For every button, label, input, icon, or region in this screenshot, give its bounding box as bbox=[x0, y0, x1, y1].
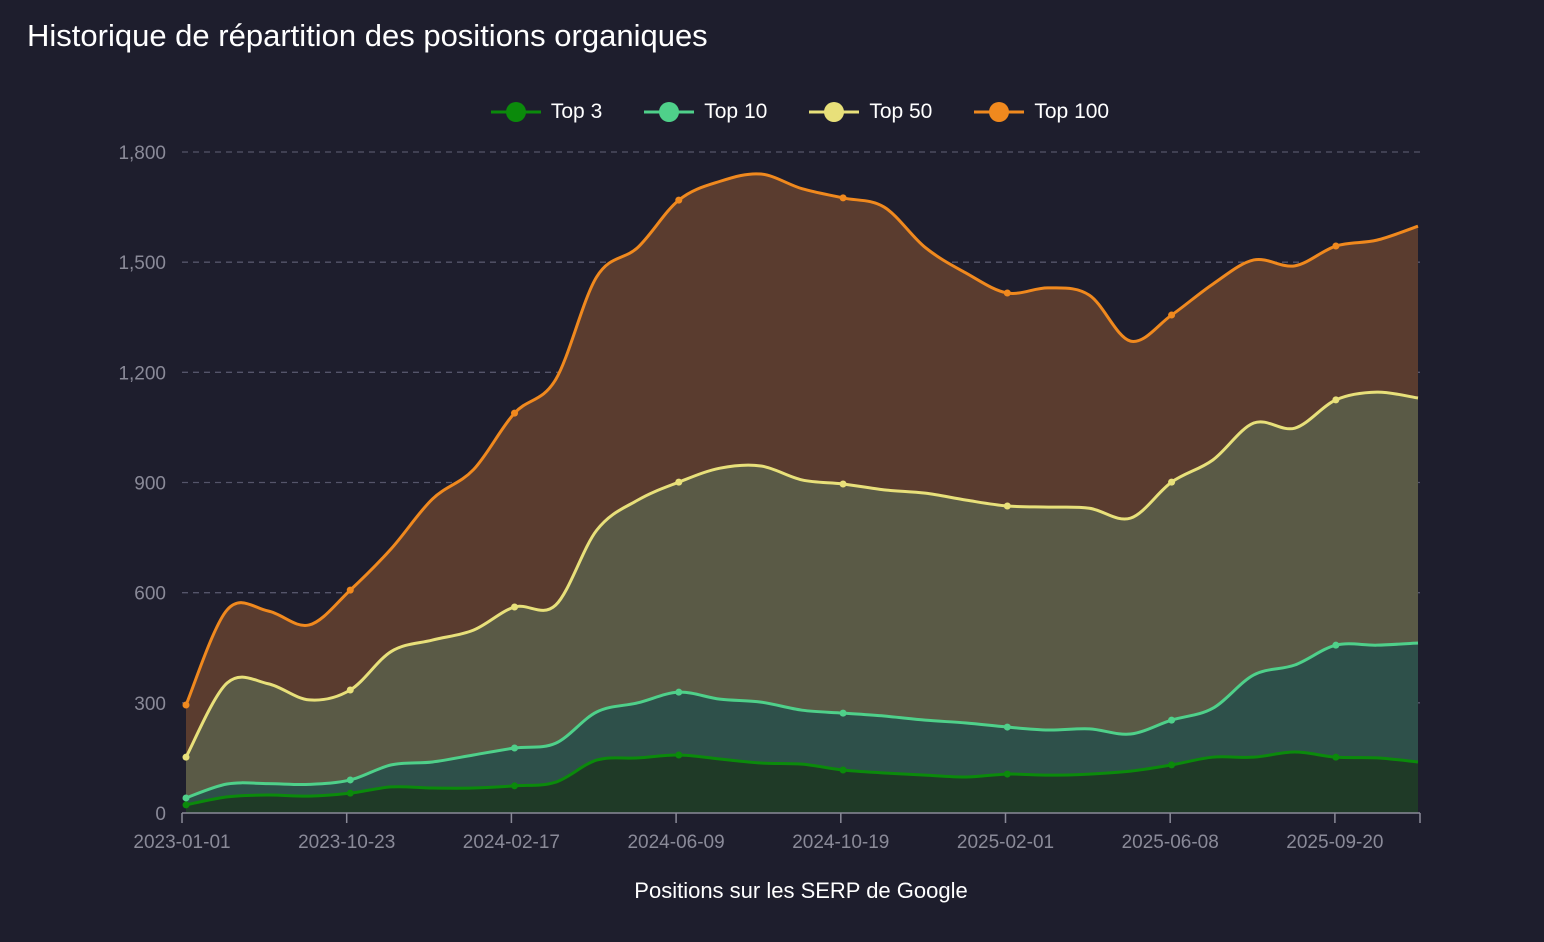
point-top-3 bbox=[675, 751, 683, 759]
legend-label: Top 50 bbox=[869, 100, 933, 123]
point-top-10 bbox=[1332, 641, 1340, 649]
point-top-100 bbox=[511, 409, 519, 417]
x-tick-label: 2024-10-19 bbox=[792, 832, 889, 853]
point-top-50 bbox=[1332, 396, 1340, 404]
point-top-100 bbox=[1332, 242, 1340, 250]
point-top-10 bbox=[346, 776, 354, 784]
legend-label: Top 100 bbox=[1034, 100, 1110, 123]
point-top-50 bbox=[346, 686, 354, 694]
point-top-50 bbox=[1003, 502, 1011, 510]
point-top-50 bbox=[675, 478, 683, 486]
y-tick-label: 1,500 bbox=[118, 253, 166, 274]
x-tick-label: 2023-10-23 bbox=[298, 832, 395, 853]
point-top-10 bbox=[1003, 723, 1011, 731]
y-tick-label: 1,200 bbox=[118, 363, 166, 384]
legend-item-top-100[interactable]: Top 100 bbox=[974, 100, 1109, 124]
legend: Top 3 Top 10 Top 50 Top 100 bbox=[0, 100, 1544, 124]
y-tick-label: 600 bbox=[134, 584, 166, 605]
x-tick-label: 2025-09-20 bbox=[1286, 832, 1383, 853]
legend-label: Top 10 bbox=[704, 100, 768, 123]
line-top-100 bbox=[184, 172, 1419, 706]
point-top-100 bbox=[1168, 311, 1176, 319]
point-top-100 bbox=[839, 194, 847, 202]
point-top-10 bbox=[511, 744, 519, 752]
point-top-3 bbox=[1332, 753, 1340, 761]
point-top-50 bbox=[1168, 478, 1176, 486]
point-top-3 bbox=[346, 789, 354, 797]
point-top-3 bbox=[182, 801, 190, 809]
point-top-100 bbox=[1003, 289, 1011, 297]
point-top-100 bbox=[182, 701, 190, 709]
area-top-3 bbox=[186, 752, 1418, 813]
line-top-10 bbox=[185, 641, 1419, 800]
point-top-100 bbox=[346, 586, 354, 594]
x-tick-label: 2025-02-01 bbox=[957, 832, 1054, 853]
legend-item-top-10[interactable]: Top 10 bbox=[644, 100, 767, 124]
point-top-10 bbox=[182, 794, 190, 802]
line-top-50 bbox=[184, 390, 1419, 758]
chart-title: Historique de répartition des positions … bbox=[27, 18, 708, 53]
legend-label: Top 3 bbox=[550, 100, 603, 123]
y-tick-label: 300 bbox=[134, 694, 166, 715]
x-tick-label: 2024-06-09 bbox=[627, 832, 724, 853]
point-top-10 bbox=[839, 709, 847, 717]
point-top-3 bbox=[1003, 770, 1011, 778]
area-top-50 bbox=[186, 392, 1418, 813]
area-top-10 bbox=[186, 642, 1418, 813]
line-top-3 bbox=[185, 750, 1419, 807]
point-top-100 bbox=[675, 196, 683, 204]
x-tick-label: 2024-02-17 bbox=[463, 832, 560, 853]
x-tick-label: 2023-01-01 bbox=[133, 832, 230, 853]
point-top-50 bbox=[511, 603, 519, 611]
legend-marker-icon bbox=[809, 102, 860, 122]
point-top-3 bbox=[511, 782, 519, 790]
x-tick-label: 2025-06-08 bbox=[1122, 832, 1219, 853]
x-axis-label: Positions sur les SERP de Google bbox=[634, 878, 968, 903]
point-top-3 bbox=[839, 766, 847, 774]
point-top-10 bbox=[675, 688, 683, 696]
y-tick-label: 900 bbox=[134, 474, 166, 495]
point-top-50 bbox=[182, 753, 190, 761]
legend-item-top-3[interactable]: Top 3 bbox=[490, 100, 603, 124]
legend-marker-icon bbox=[974, 102, 1025, 122]
legend-marker-icon bbox=[644, 102, 695, 122]
point-top-50 bbox=[839, 480, 847, 488]
point-top-10 bbox=[1168, 716, 1176, 724]
point-top-3 bbox=[1168, 761, 1176, 769]
legend-marker-icon bbox=[490, 102, 541, 122]
legend-item-top-50[interactable]: Top 50 bbox=[809, 100, 932, 124]
y-tick-label: 1,800 bbox=[118, 143, 166, 164]
y-tick-label: 0 bbox=[155, 804, 166, 825]
